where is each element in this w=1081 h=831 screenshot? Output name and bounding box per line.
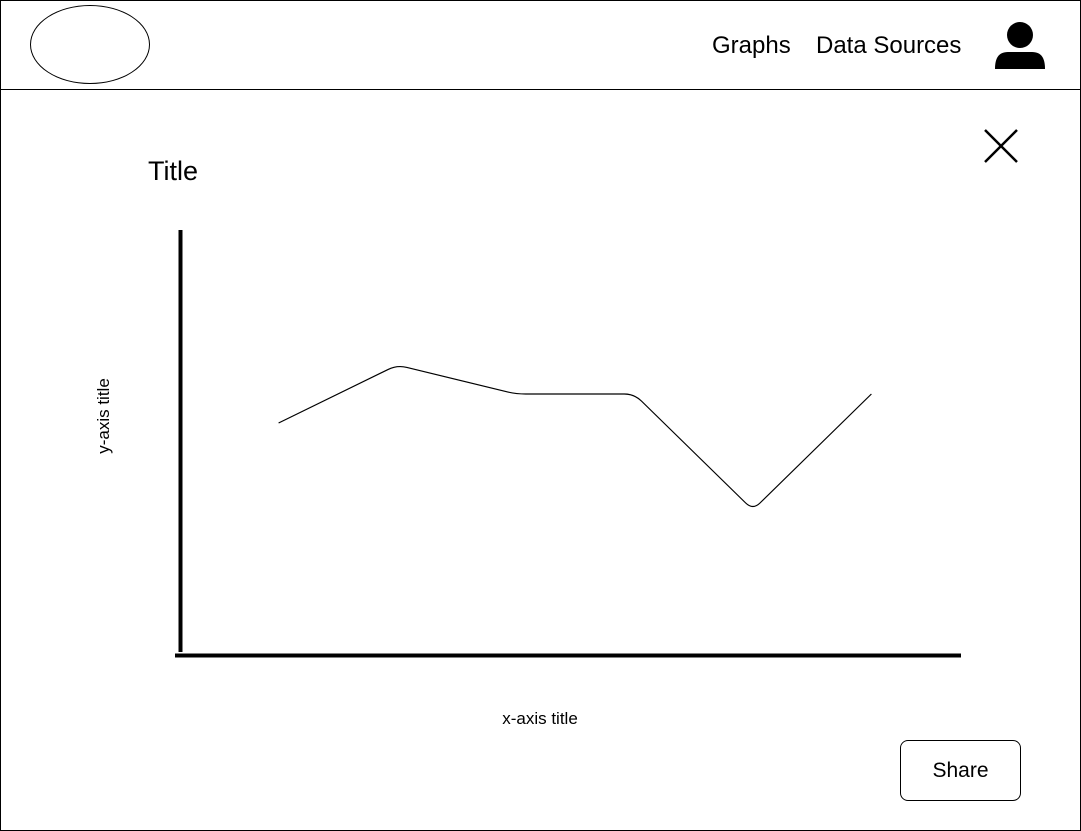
y-axis-title: y-axis title [94,378,113,454]
user-icon[interactable] [994,21,1046,71]
top-header: Graphs Data Sources [0,0,1081,90]
share-button[interactable]: Share [900,740,1021,801]
chart-title: Title [148,156,199,186]
nav-link-graphs[interactable]: Graphs [712,32,791,59]
nav-link-data-sources[interactable]: Data Sources [816,32,962,59]
logo[interactable] [30,5,150,84]
x-axis-title: x-axis title [502,709,578,728]
close-icon[interactable] [983,128,1019,164]
